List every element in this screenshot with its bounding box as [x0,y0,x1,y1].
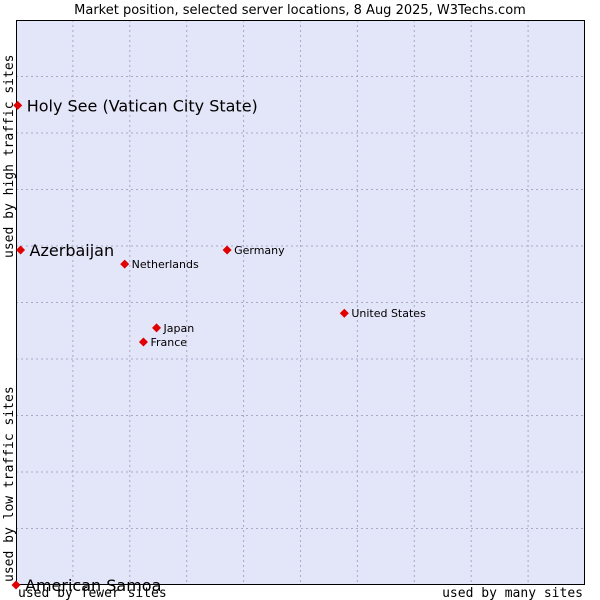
data-point-marker [152,323,162,333]
data-point-marker [13,100,23,110]
chart-title: Market position, selected server locatio… [74,3,526,18]
data-point: Netherlands [120,258,199,271]
data-point-label: American Samoa [25,576,161,595]
data-point-marker [120,259,130,269]
data-point-label: United States [351,307,426,320]
data-point: American Samoa [11,576,161,595]
plot-border [16,20,585,585]
data-point-marker [222,245,232,255]
data-point-marker [16,245,26,255]
data-point-marker [138,337,148,347]
y-axis-label-high: used by high traffic sites [2,55,17,259]
data-point: France [138,336,187,349]
data-point-marker [339,308,349,318]
data-point-label: Japan [163,322,195,335]
data-point-marker [11,580,21,590]
data-point-label: France [150,336,187,349]
data-point-label: Azerbaijan [30,241,115,260]
data-points: Holy See (Vatican City State) Azerbaijan G… [11,96,426,595]
data-point: Azerbaijan [16,241,114,260]
data-point-label: Germany [234,244,285,257]
y-axis-label-low: used by low traffic sites [2,386,17,582]
data-point-label: Netherlands [132,258,199,271]
data-point-label: Holy See (Vatican City State) [27,96,258,115]
data-point: Germany [222,244,285,257]
x-axis-label-high: used by many sites [442,586,583,600]
x-axis-label-low: used by fewer sites [18,586,167,600]
data-point: Holy See (Vatican City State) [13,96,258,115]
data-point: Japan [152,322,194,335]
data-point: United States [339,307,426,320]
plot-area [16,20,585,585]
